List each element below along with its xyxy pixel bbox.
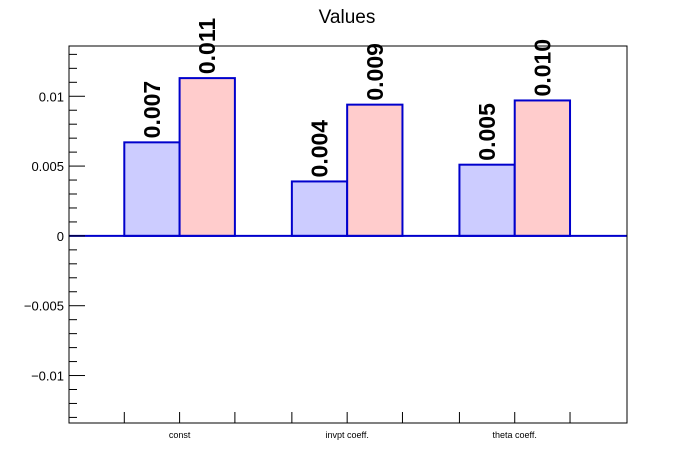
data-label: 0.009 [362,43,388,101]
category-label: const [169,430,191,440]
bar [290,180,349,237]
data-label: 0.010 [529,39,555,97]
bar [513,99,572,237]
bar [458,163,516,237]
y-tick-label: −0.01 [31,369,64,384]
y-tick-label: −0.005 [24,299,64,314]
bar [178,77,236,237]
plot-frame [68,45,628,424]
bar [346,103,404,237]
y-tick-label: 0 [57,229,64,244]
data-label: 0.004 [307,120,333,178]
y-tick-label: 0.005 [31,159,64,174]
data-label: 0.007 [139,81,165,139]
bars-layer [123,77,572,237]
bar [123,141,181,237]
category-label: invpt coeff. [325,430,368,440]
y-axis: −0.01 −0.005 0 0.005 0.01 [24,53,85,418]
chart-title: Values [319,7,376,28]
category-label: theta coeff. [493,430,537,440]
data-label: 0.005 [474,103,500,161]
x-axis: const invpt coeff. theta coeff. [123,412,571,440]
y-tick-label: 0.01 [39,89,64,104]
